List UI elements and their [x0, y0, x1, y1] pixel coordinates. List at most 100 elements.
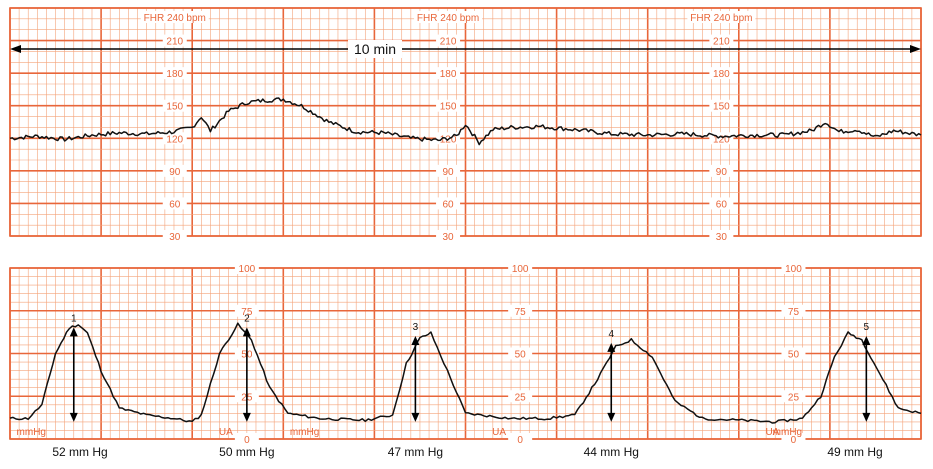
contraction-value-label: 49 mm Hg — [827, 445, 882, 459]
ua-tick-backdrop — [508, 262, 533, 274]
fhr-tick-label: 120 — [713, 134, 730, 145]
ua-tick-backdrop — [234, 304, 259, 317]
ua-frame — [9, 267, 922, 440]
ua-tick-label: 25 — [788, 392, 800, 403]
fhr-tick-label: 180 — [440, 69, 457, 80]
ua-tick-label: 25 — [515, 392, 527, 403]
fhr-grid — [9, 7, 922, 237]
fhr-tick-label: 90 — [169, 167, 181, 178]
fhr-trace — [9, 97, 922, 146]
ua-tick-backdrop — [508, 433, 533, 445]
ua-tick-backdrop — [508, 304, 533, 317]
fhr-tick-backdrop — [162, 34, 187, 47]
contraction-arrowhead-down — [242, 412, 251, 422]
fhr-tick-label: 150 — [166, 102, 183, 113]
fhr-tick-label: 60 — [442, 199, 454, 210]
contraction-markers: 1 2 3 4 5 — [69, 313, 871, 422]
fhr-tick-label: 60 — [169, 199, 181, 210]
interval-label-backdrop — [348, 40, 402, 58]
fhr-tick-backdrop — [162, 230, 187, 242]
fhr-tick-backdrop — [162, 197, 187, 210]
interval-label: 10 min — [354, 41, 396, 57]
contraction-number: 1 — [71, 313, 77, 324]
ua-unit-label: mmHg — [773, 427, 802, 438]
fhr-tick-label: 210 — [713, 37, 730, 48]
contraction-arrowhead-down — [607, 412, 616, 422]
contraction-number: 4 — [608, 329, 614, 340]
contraction-value-labels: 52 mm Hg 50 mm Hg 47 mm Hg 44 mm Hg 49 mm Hg — [52, 445, 882, 459]
fhr-tick-label: 90 — [716, 167, 728, 178]
ua-tick-label: 0 — [791, 435, 797, 446]
fhr-scale-labels: 30 60 90 120 150 180 210 FHR 240 bpm 30 60 90 120 15… — [140, 11, 756, 243]
fhr-panel: 30 60 90 120 150 180 210 FHR 240 bpm 30 60 90 120 15… — [9, 7, 922, 243]
contraction-arrowhead-down — [862, 412, 871, 422]
fhr-scale-label: FHR 240 bpm — [144, 13, 206, 24]
ua-tick-label: 0 — [517, 435, 523, 446]
interval-arrowhead-right — [910, 45, 921, 53]
contraction-value-label: 47 mm Hg — [388, 445, 443, 459]
fhr-tick-label: 120 — [166, 134, 183, 145]
fhr-tick-backdrop — [709, 99, 734, 112]
fhr-tick-label: 60 — [716, 199, 728, 210]
contraction-number: 2 — [244, 313, 250, 324]
ua-tick-label: 75 — [788, 307, 800, 318]
fhr-scale-backdrop — [140, 11, 209, 23]
ua-tick-label: 100 — [239, 264, 256, 275]
fhr-tick-backdrop — [709, 197, 734, 210]
ua-tick-label: 100 — [785, 264, 802, 275]
fhr-tick-label: 30 — [716, 232, 728, 243]
fhr-scale-label: FHR 240 bpm — [417, 13, 479, 24]
fhr-tick-backdrop — [162, 164, 187, 177]
contraction-value-label: 44 mm Hg — [584, 445, 639, 459]
ua-tick-label: 50 — [788, 350, 800, 361]
fhr-frame — [9, 7, 922, 237]
contraction-arrowhead-up — [862, 335, 871, 345]
ua-tick-backdrop — [508, 390, 533, 403]
fhr-scale-backdrop — [687, 11, 756, 23]
ua-tick-backdrop — [781, 304, 806, 317]
ua-tick-label: 50 — [515, 350, 527, 361]
ua-trace — [9, 322, 922, 424]
fhr-tick-backdrop — [436, 164, 461, 177]
fhr-tick-backdrop — [162, 132, 187, 145]
fhr-tick-backdrop — [436, 34, 461, 47]
fhr-tick-backdrop — [162, 67, 187, 80]
fhr-tick-label: 210 — [166, 37, 183, 48]
fhr-scale-backdrop — [414, 11, 483, 23]
ua-unit-label: mmHg — [290, 427, 319, 438]
fhr-tick-backdrop — [436, 230, 461, 242]
ua-tick-backdrop — [781, 347, 806, 360]
ten-minute-interval-marker: 10 min — [10, 40, 921, 58]
contraction-arrowhead-down — [411, 412, 420, 422]
fhr-tick-backdrop — [709, 230, 734, 242]
fhr-tick-label: 180 — [166, 69, 183, 80]
contraction-arrowhead-up — [69, 327, 78, 337]
contraction-arrowhead-down — [69, 412, 78, 422]
ua-tick-backdrop — [234, 433, 259, 445]
contraction-number: 3 — [413, 322, 419, 333]
contraction-arrowhead-up — [242, 327, 251, 337]
ua-tick-label: 75 — [241, 307, 253, 318]
fhr-tick-label: 30 — [442, 232, 454, 243]
fhr-tick-backdrop — [436, 67, 461, 80]
fhr-tick-backdrop — [436, 99, 461, 112]
fhr-tick-label: 210 — [440, 37, 457, 48]
contraction-arrowhead-up — [607, 342, 616, 352]
ua-scale-label: UA — [765, 427, 779, 438]
ua-unit-label: mmHg — [17, 427, 46, 438]
contraction-arrowhead-up — [411, 335, 420, 345]
ua-panel: 0255075100UA0255075100UA0255075100UAmmHg… — [9, 262, 922, 446]
contraction-number: 5 — [864, 322, 870, 333]
ua-tick-label: 100 — [512, 264, 529, 275]
ua-tick-backdrop — [781, 433, 806, 445]
fhr-tick-backdrop — [709, 164, 734, 177]
interval-arrowhead-left — [10, 45, 21, 53]
ua-tick-backdrop — [508, 347, 533, 360]
ua-tick-backdrop — [781, 390, 806, 403]
ua-scale-label: UA — [219, 427, 233, 438]
fhr-scale-label: FHR 240 bpm — [690, 13, 752, 24]
fhr-tick-backdrop — [436, 197, 461, 210]
fhr-tick-label: 150 — [440, 102, 457, 113]
ua-tick-label: 75 — [515, 307, 527, 318]
